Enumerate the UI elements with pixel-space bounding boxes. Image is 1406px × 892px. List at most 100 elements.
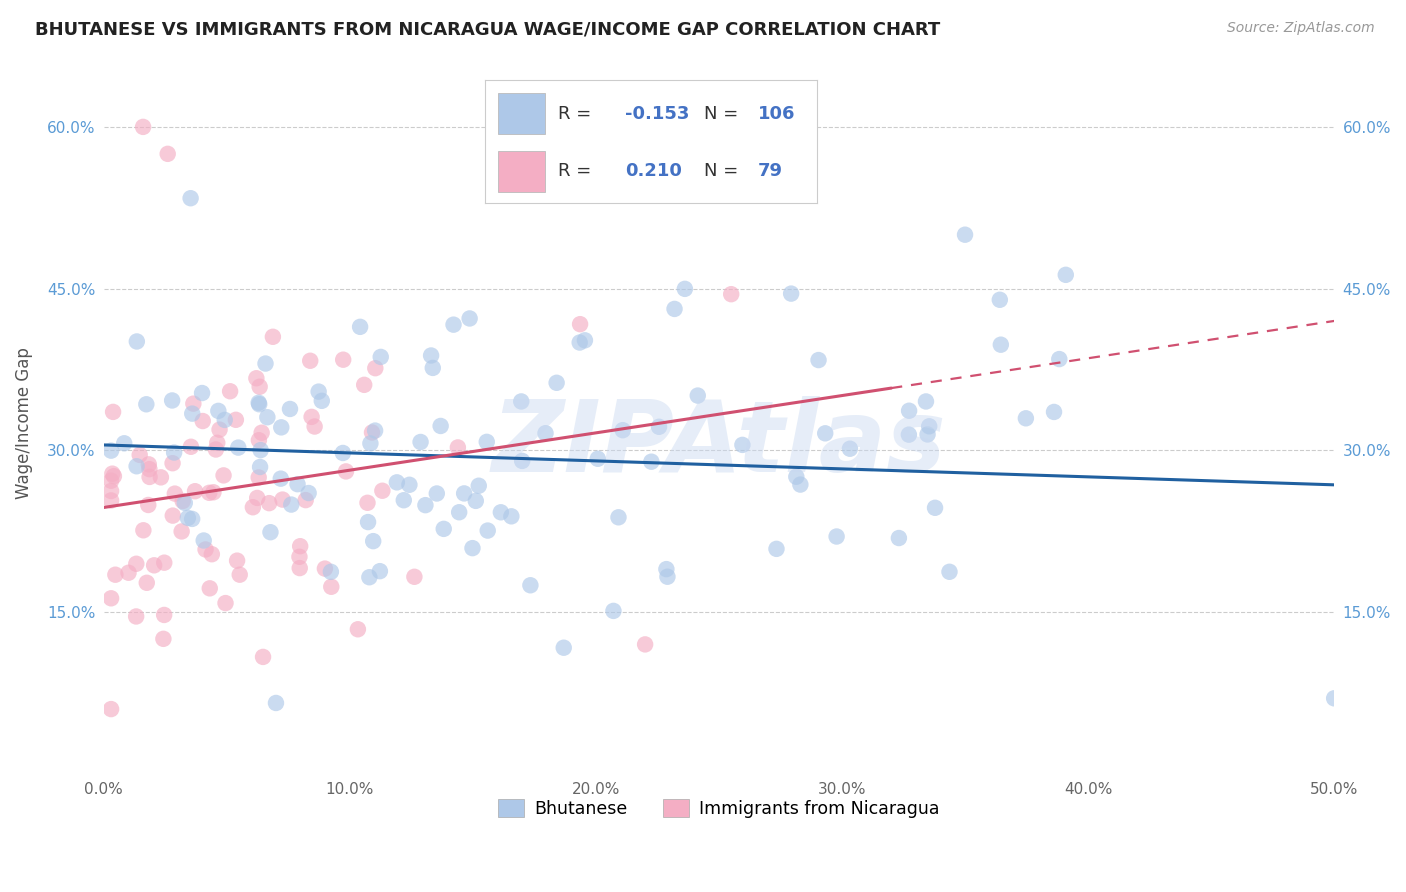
Point bbox=[252, 649, 274, 664]
Point bbox=[250, 425, 273, 440]
Point bbox=[280, 498, 302, 512]
Point bbox=[117, 566, 139, 580]
Point bbox=[357, 515, 380, 529]
Point bbox=[249, 380, 271, 394]
Point bbox=[201, 547, 224, 561]
Point bbox=[510, 394, 533, 409]
Point bbox=[100, 591, 122, 606]
Point bbox=[229, 567, 252, 582]
Point bbox=[153, 556, 176, 570]
Point bbox=[314, 561, 336, 575]
Point bbox=[814, 426, 837, 441]
Point bbox=[270, 420, 292, 434]
Point bbox=[249, 460, 271, 475]
Point bbox=[246, 491, 269, 505]
Point bbox=[207, 435, 229, 450]
Point bbox=[385, 475, 408, 490]
Point bbox=[180, 191, 202, 205]
Point bbox=[731, 438, 754, 452]
Point bbox=[308, 384, 330, 399]
Point bbox=[568, 335, 591, 350]
Point bbox=[135, 575, 157, 590]
Point bbox=[245, 371, 267, 385]
Point bbox=[988, 293, 1011, 307]
Point bbox=[534, 426, 557, 441]
Point bbox=[299, 353, 322, 368]
Point bbox=[198, 582, 221, 596]
Point bbox=[138, 470, 160, 484]
Point bbox=[420, 349, 443, 363]
Point bbox=[212, 468, 235, 483]
Point bbox=[191, 414, 214, 428]
Point bbox=[807, 353, 830, 368]
Point bbox=[104, 567, 127, 582]
Point bbox=[553, 640, 575, 655]
Point bbox=[461, 541, 484, 555]
Point bbox=[347, 622, 370, 636]
Point bbox=[648, 419, 671, 434]
Point bbox=[785, 469, 807, 483]
Point bbox=[191, 386, 214, 401]
Point bbox=[288, 549, 311, 564]
Point bbox=[361, 534, 384, 549]
Point bbox=[370, 350, 392, 364]
Point bbox=[897, 427, 920, 442]
Point bbox=[128, 448, 150, 462]
Point bbox=[356, 496, 378, 510]
Point bbox=[193, 533, 215, 548]
Point bbox=[501, 509, 523, 524]
Text: ZIPAtlas: ZIPAtlas bbox=[492, 396, 946, 493]
Point bbox=[254, 357, 277, 371]
Point bbox=[214, 413, 236, 427]
Point bbox=[219, 384, 242, 399]
Point bbox=[720, 287, 742, 301]
Point bbox=[364, 424, 387, 438]
Point bbox=[1054, 268, 1077, 282]
Point bbox=[257, 496, 280, 510]
Point bbox=[368, 564, 391, 578]
Point bbox=[361, 425, 384, 440]
Point bbox=[574, 334, 596, 348]
Point bbox=[125, 334, 148, 349]
Point bbox=[602, 604, 624, 618]
Point bbox=[673, 282, 696, 296]
Point bbox=[172, 494, 194, 508]
Point bbox=[225, 413, 247, 427]
Point bbox=[160, 393, 183, 408]
Point bbox=[163, 445, 186, 459]
Point bbox=[136, 498, 159, 512]
Point bbox=[180, 440, 202, 454]
Point bbox=[135, 397, 157, 411]
Point bbox=[247, 470, 270, 484]
Y-axis label: Wage/Income Gap: Wage/Income Gap bbox=[15, 348, 32, 500]
Point bbox=[918, 419, 941, 434]
Point bbox=[612, 423, 634, 437]
Point bbox=[278, 401, 301, 416]
Point bbox=[924, 500, 946, 515]
Point bbox=[789, 477, 811, 491]
Point bbox=[226, 441, 249, 455]
Point bbox=[101, 405, 124, 419]
Point bbox=[433, 522, 456, 536]
Point bbox=[1015, 411, 1038, 425]
Point bbox=[103, 469, 125, 483]
Point bbox=[364, 361, 387, 376]
Point bbox=[143, 558, 166, 573]
Point bbox=[162, 456, 184, 470]
Point bbox=[205, 442, 228, 457]
Point bbox=[181, 512, 204, 526]
Point bbox=[100, 443, 122, 458]
Point bbox=[1043, 405, 1066, 419]
Point bbox=[311, 393, 333, 408]
Point bbox=[953, 227, 976, 242]
Point bbox=[586, 451, 609, 466]
Point bbox=[510, 454, 533, 468]
Point bbox=[194, 542, 217, 557]
Point bbox=[686, 388, 709, 402]
Text: Source: ZipAtlas.com: Source: ZipAtlas.com bbox=[1227, 21, 1375, 35]
Point bbox=[468, 479, 491, 493]
Point bbox=[519, 578, 541, 592]
Point bbox=[270, 472, 292, 486]
Point bbox=[100, 483, 122, 498]
Point bbox=[898, 403, 921, 417]
